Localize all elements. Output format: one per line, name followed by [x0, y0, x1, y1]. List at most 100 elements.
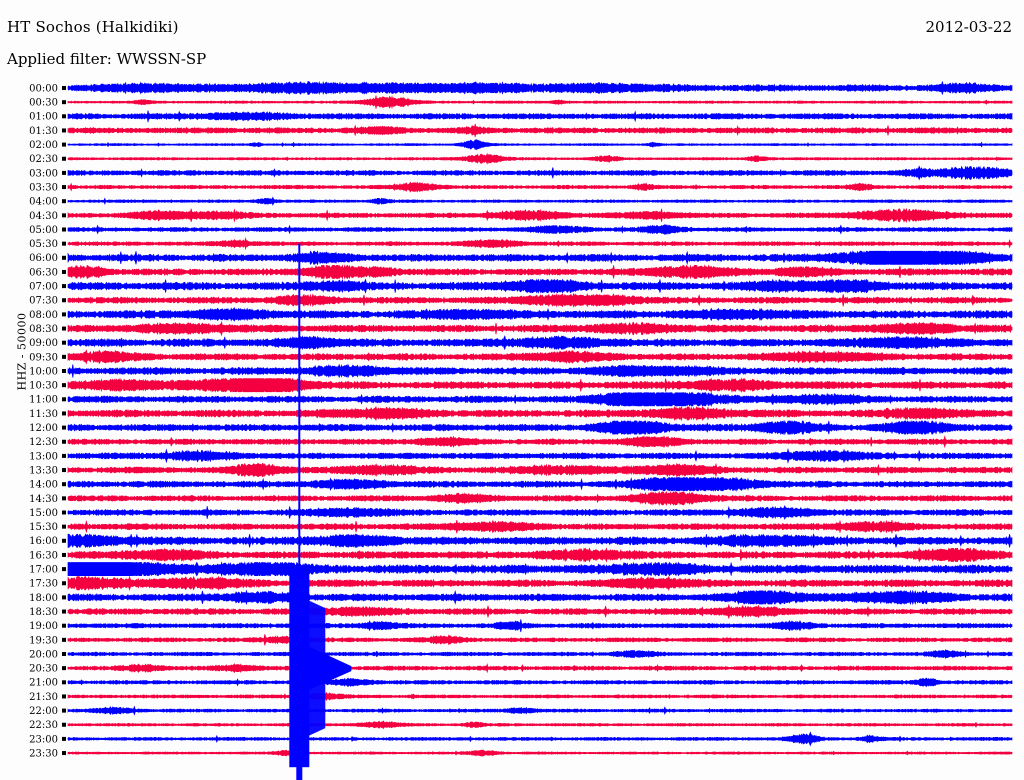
row-time-label: 06:00	[29, 253, 58, 264]
trace-row	[67, 349, 1013, 365]
row-tick	[62, 227, 66, 232]
trace-row	[67, 405, 1013, 422]
trace-row	[67, 250, 1013, 266]
row-tick	[62, 114, 66, 119]
row-tick	[62, 156, 66, 161]
row-time-label: 05:00	[29, 225, 58, 236]
row-time-label: 16:00	[29, 536, 58, 547]
row-time-label: 03:00	[29, 168, 58, 179]
applied-filter-label: Applied filter: WWSSN-SP	[7, 50, 207, 68]
trace-row	[67, 391, 1013, 407]
major-event-tail	[296, 765, 303, 780]
row-time-label: 10:30	[29, 381, 58, 392]
row-tick	[62, 298, 66, 303]
row-tick	[62, 213, 66, 218]
trace-row	[67, 677, 1013, 688]
row-time-label: 09:00	[29, 338, 58, 349]
row-tick	[62, 637, 66, 642]
row-time-label: 16:30	[29, 550, 58, 561]
row-tick	[62, 609, 66, 614]
row-tick	[62, 284, 66, 289]
row-tick	[62, 241, 66, 246]
row-tick	[62, 538, 66, 543]
row-time-label: 06:30	[29, 267, 58, 278]
helicorder-svg: 00:00 00:30 01:00 01:30 02:00 02:30 03:00 03:30…	[29, 80, 1013, 780]
row-time-label: 23:00	[29, 734, 58, 745]
row-time-label: 02:00	[29, 140, 58, 151]
trace-row	[67, 307, 1013, 322]
trace-row	[67, 731, 1013, 747]
row-time-label: 19:30	[29, 635, 58, 646]
trace-row	[67, 619, 1013, 633]
trace-row	[67, 447, 1013, 464]
trace-row	[67, 720, 1013, 730]
row-tick	[62, 269, 66, 274]
trace-row	[67, 705, 1013, 716]
row-time-label: 15:30	[29, 522, 58, 533]
row-time-label: 22:00	[29, 706, 58, 717]
row-time-label: 19:00	[29, 621, 58, 632]
trace-row	[67, 278, 1013, 294]
trace-row	[67, 575, 1013, 592]
row-tick	[62, 199, 66, 204]
row-tick	[62, 439, 66, 444]
row-time-label: 00:30	[29, 98, 58, 109]
row-time-label: 10:00	[29, 366, 58, 377]
trace-row	[67, 237, 1013, 251]
row-time-label: 08:00	[29, 310, 58, 321]
row-time-label: 14:30	[29, 494, 58, 505]
trace-row	[67, 224, 1013, 235]
row-tick	[62, 326, 66, 331]
row-tick	[62, 128, 66, 133]
trace-row	[67, 165, 1013, 181]
trace-row	[67, 634, 1013, 646]
row-time-label: 14:00	[29, 480, 58, 491]
trace-row	[67, 603, 1013, 620]
row-time-label: 11:30	[29, 409, 58, 420]
row-time-label: 12:30	[29, 437, 58, 448]
trace-row	[67, 95, 1013, 110]
row-time-label: 15:00	[29, 508, 58, 519]
row-time-label: 05:30	[29, 239, 58, 250]
trace-row	[67, 419, 1013, 436]
row-tick	[62, 86, 66, 90]
trace-row	[67, 152, 1013, 165]
row-time-label: 21:00	[29, 678, 58, 689]
row-time-label: 13:00	[29, 451, 58, 462]
trace-row	[67, 519, 1013, 534]
major-event-precursor-line	[298, 243, 301, 570]
row-tick	[62, 170, 66, 175]
trace-row	[67, 462, 1013, 478]
row-tick	[62, 397, 66, 402]
trace-row	[67, 589, 1013, 606]
row-time-label: 21:30	[29, 692, 58, 703]
row-time-label: 04:00	[29, 197, 58, 208]
trace-row	[67, 196, 1013, 206]
row-tick	[62, 354, 66, 359]
trace-row	[67, 505, 1013, 520]
trace-row	[67, 292, 1013, 308]
row-time-label: 08:30	[29, 324, 58, 335]
row-time-label: 23:30	[29, 748, 58, 759]
trace-row	[67, 80, 1013, 96]
trace-row	[67, 181, 1013, 193]
row-time-label: 04:30	[29, 211, 58, 222]
trace-row	[67, 139, 1013, 151]
row-tick	[62, 468, 66, 473]
row-tick	[62, 666, 66, 671]
trace-row	[67, 320, 1013, 337]
trace-row	[67, 363, 1013, 379]
row-tick	[62, 411, 66, 416]
row-tick	[62, 453, 66, 458]
row-time-label: 01:30	[29, 126, 58, 137]
row-tick	[62, 751, 66, 756]
row-tick	[62, 708, 66, 713]
row-tick	[62, 312, 66, 317]
trace-row	[67, 264, 1013, 280]
record-date: 2012-03-22	[925, 18, 1012, 36]
row-time-label: 17:00	[29, 565, 58, 576]
row-tick	[62, 680, 66, 685]
row-time-label: 01:00	[29, 112, 58, 123]
trace-row	[67, 663, 1013, 674]
row-tick	[62, 581, 66, 586]
